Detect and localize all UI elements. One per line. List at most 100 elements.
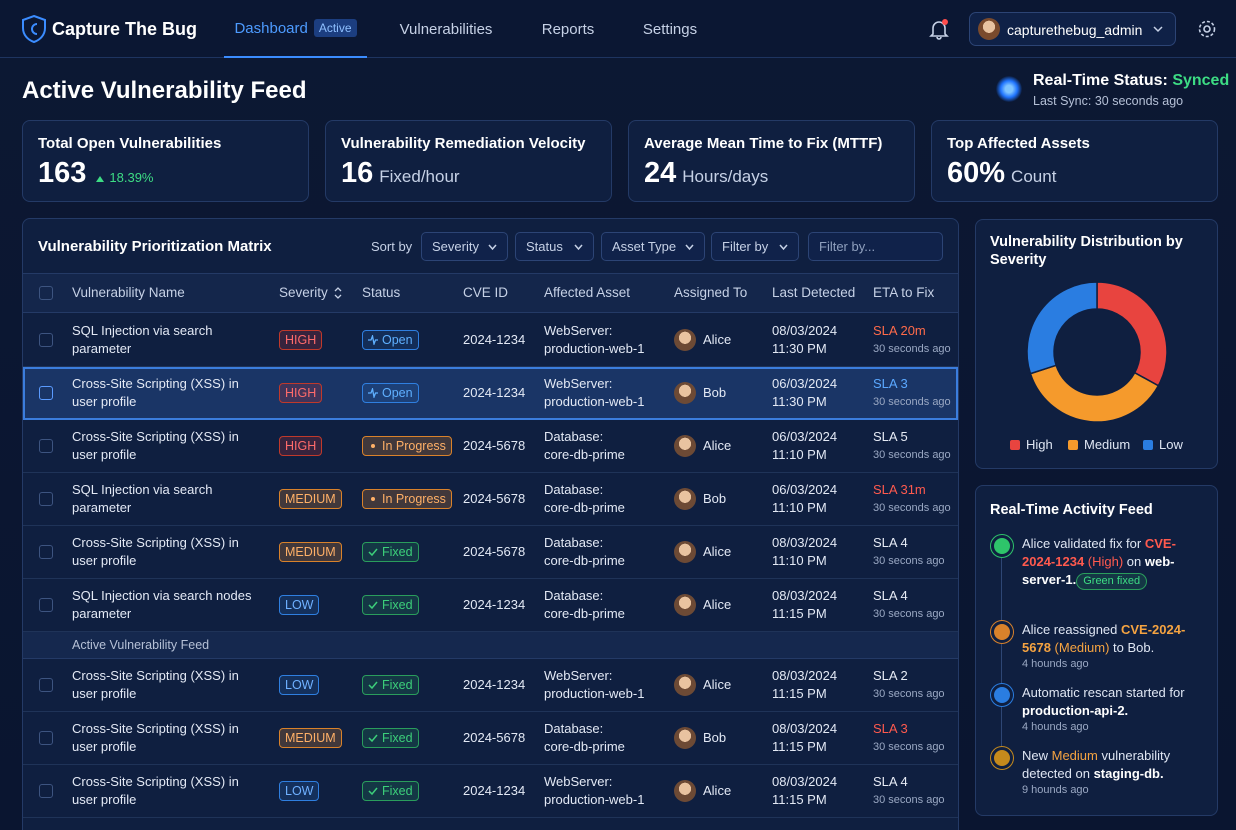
notifications[interactable] [928,18,950,40]
vuln-name: SQL Injection via search nodes parameter [72,588,252,621]
table-row[interactable]: Cross-Site Scripting (XSS) in user profi… [23,712,958,765]
brand[interactable]: Capture The Bug [52,19,198,39]
logo [22,15,46,43]
table-row[interactable]: Cross-Site Scripting (XSS) in user profi… [23,420,958,473]
group-label: Active Vulnerability Feed [72,638,210,652]
severity-badge: HIGH [279,436,323,456]
detected-line: 08/03/2024 [772,588,838,603]
feed-icon [991,747,1013,769]
nav-item[interactable]: Vulnerabilities [390,0,502,58]
table-row[interactable]: SQL Injection via search parameter MEDIUM… [23,473,958,526]
feed-segment: (Medium) [1050,639,1110,655]
feed-segment: production-api-2. [1022,702,1129,718]
table-row[interactable]: Cross-Site Scripting (XSS) in user profi… [23,367,958,420]
sla: SLA 2 [873,668,908,683]
kpi-card: Vulnerability Remediation Velocity 16 Fixe… [325,120,612,202]
row-checkbox[interactable] [39,678,53,692]
filter-label: Severity [432,239,479,254]
cve-id: 2024-5678 [463,438,526,453]
filter-dropdown[interactable]: Status [515,232,594,261]
row-checkbox[interactable] [39,598,53,612]
feed-segment: staging-db. [1093,765,1164,781]
column-label: Assigned To [674,285,748,300]
column-header[interactable]: CVE ID [463,285,508,300]
detected-line: 11:15 PM [772,686,827,701]
row-checkbox[interactable] [39,731,53,745]
asset-line: core-db-prime [544,739,625,754]
chevron [1153,26,1163,33]
nav-item[interactable]: Settings [632,0,708,58]
feed-segment: (High) [1084,553,1124,569]
asset-line: production-web-1 [544,394,645,409]
status-label: Fixed [382,598,413,612]
severity-badge: LOW [279,675,320,695]
sla-ago: 30 secons ago [873,555,945,567]
cve-id: 2024-5678 [463,730,526,745]
severity-badge: HIGH [279,330,323,350]
column-header[interactable]: ETA to Fix [873,285,934,300]
severity-badge: MEDIUM [279,489,342,509]
chart-title: Vulnerability Distribution by Severity [990,234,1183,268]
cve-id: 2024-5678 [463,544,526,559]
status-badge: Fixed [362,728,419,748]
nav-item[interactable]: Reports [532,0,604,58]
donut-slice [1029,364,1160,423]
column-header[interactable]: Status [362,285,400,300]
vuln-name: Cross-Site Scripting (XSS) in user profi… [72,774,239,807]
search-input[interactable]: Filter by... [808,232,943,261]
column-header[interactable]: Last Detected [772,285,855,300]
assignee-avatar [674,674,696,696]
dot [371,444,375,448]
kpi-unit: Fixed/hour [379,167,460,186]
assignee-avatar [674,329,696,351]
status-icon [368,734,378,743]
row-checkbox[interactable] [39,492,53,506]
table-row[interactable]: Cross-Site Scripting (XSS) in user profi… [23,526,958,579]
check [368,681,378,690]
top-bar: Capture The Bug capturethebug_admin [0,0,1236,58]
row-checkbox[interactable] [39,784,53,798]
legend-item: Medium [1068,437,1130,452]
column-header[interactable]: Assigned To [674,285,747,300]
status-label: In Progress [382,439,446,453]
table-row[interactable]: SQL Injection via search nodes parameter… [23,579,958,632]
asset-line: production-web-1 [544,341,645,356]
row-checkbox[interactable] [39,545,53,559]
column-header[interactable]: Severity [279,285,342,300]
kpi-label: Average Mean Time to Fix (MTTF) [644,135,883,152]
status-label: Fixed [382,545,413,559]
kpi-card: Average Mean Time to Fix (MTTF) 24 Hours/d… [628,120,915,202]
sort-label: Sort by [371,239,413,254]
filter-dropdown[interactable]: Asset Type [601,232,705,261]
status-badge: Fixed [362,595,419,615]
user-menu[interactable]: capturethebug_admin [969,12,1176,46]
column-header[interactable]: Affected Asset [544,285,630,300]
kpi-label: Vulnerability Remediation Velocity [341,135,586,152]
assignee: Alice [703,544,732,559]
legend-swatch [1068,439,1078,450]
row-checkbox[interactable] [39,333,53,347]
nav-item[interactable]: Dashboard Active [224,0,367,58]
column-label: Affected Asset [544,285,631,300]
assignee: Alice [703,438,732,453]
table-row[interactable]: Cross-Site Scripting (XSS) in user profi… [23,659,958,712]
row-checkbox[interactable] [39,386,53,400]
sla-ago: 30 secons ago [873,794,945,806]
filter-dropdown[interactable]: Filter by [711,232,799,261]
table-row[interactable]: Cross-Site Scripting (XSS) in user profi… [23,765,958,818]
row-checkbox[interactable] [39,439,53,453]
matrix-panel: Vulnerability Prioritization Matrix Sort … [22,218,959,830]
column-header[interactable]: Vulnerability Name [72,285,185,300]
settings-icon[interactable] [1197,19,1217,39]
sla-ago: 30 seconds ago [873,449,951,461]
vuln-name: Cross-Site Scripting (XSS) in user profi… [72,429,239,462]
detected-line: 08/03/2024 [772,721,838,736]
feed-segment: Alice validated fix for [1022,536,1145,551]
kpi-change-value: 18.39% [109,170,154,185]
status-icon [368,601,378,610]
check [368,787,378,796]
table-row[interactable]: SQL Injection via search parameter HIGH Op… [23,314,958,367]
check [368,601,378,610]
filter-dropdown[interactable]: Severity [421,232,508,261]
